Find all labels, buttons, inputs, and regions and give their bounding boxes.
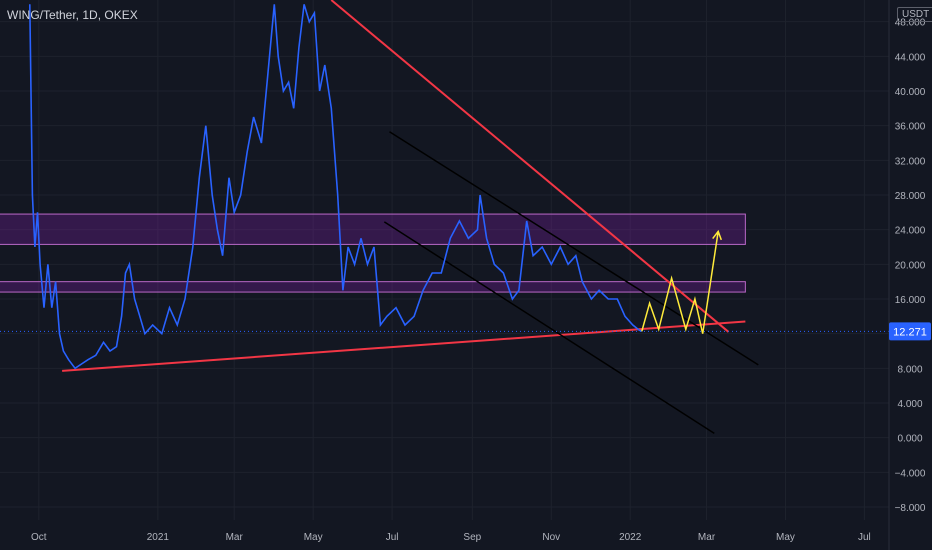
x-tick-label: May [776, 532, 795, 543]
resistance-zones [0, 213, 746, 293]
chart-title: WING/Tether, 1D, OKEX [7, 8, 138, 22]
y-tick-label: 0.000 [897, 434, 922, 445]
resistance-zone [0, 281, 746, 293]
y-tick-label: 8.000 [897, 364, 922, 375]
currency-unit-badge[interactable]: USDT [897, 7, 932, 22]
channel-line [383, 221, 715, 434]
trend-lines [62, 0, 759, 434]
x-tick-label: 2022 [619, 532, 642, 543]
resistance-zone [0, 213, 746, 245]
y-tick-label: −8.000 [895, 503, 926, 514]
y-tick-label: 28.000 [895, 191, 926, 202]
y-tick-label: 36.000 [895, 122, 926, 133]
resistance-line [330, 0, 730, 333]
x-tick-label: Mar [226, 532, 244, 543]
x-tick-label: Nov [542, 532, 560, 543]
channel-line [389, 131, 759, 366]
support-line [62, 320, 746, 372]
y-tick-label: 32.000 [895, 156, 926, 167]
last-price-tag [889, 322, 931, 341]
price-axis-background [889, 0, 932, 550]
y-tick-label: 24.000 [895, 226, 926, 237]
grid-lines [0, 0, 889, 520]
x-tick-label: Jul [858, 532, 871, 543]
x-tick-label: Mar [698, 532, 716, 543]
y-tick-label: −4.000 [895, 468, 926, 479]
projection-arrowhead [712, 229, 723, 241]
x-tick-label: Sep [463, 532, 481, 543]
y-tick-label: 40.000 [895, 87, 926, 98]
price-line [29, 4, 643, 370]
x-tick-label: May [304, 532, 323, 543]
y-tick-label: 4.000 [897, 399, 922, 410]
x-tick-label: 2021 [147, 532, 170, 543]
last-price-label: 12.271 [893, 326, 927, 338]
y-tick-label: 16.000 [895, 295, 926, 306]
projection-path [641, 231, 719, 334]
x-tick-label: Jul [386, 532, 399, 543]
x-tick-label: Oct [31, 532, 47, 543]
y-tick-label: 48.000 [895, 18, 926, 29]
y-tick-label: 44.000 [895, 52, 926, 63]
y-tick-label: 20.000 [895, 260, 926, 271]
